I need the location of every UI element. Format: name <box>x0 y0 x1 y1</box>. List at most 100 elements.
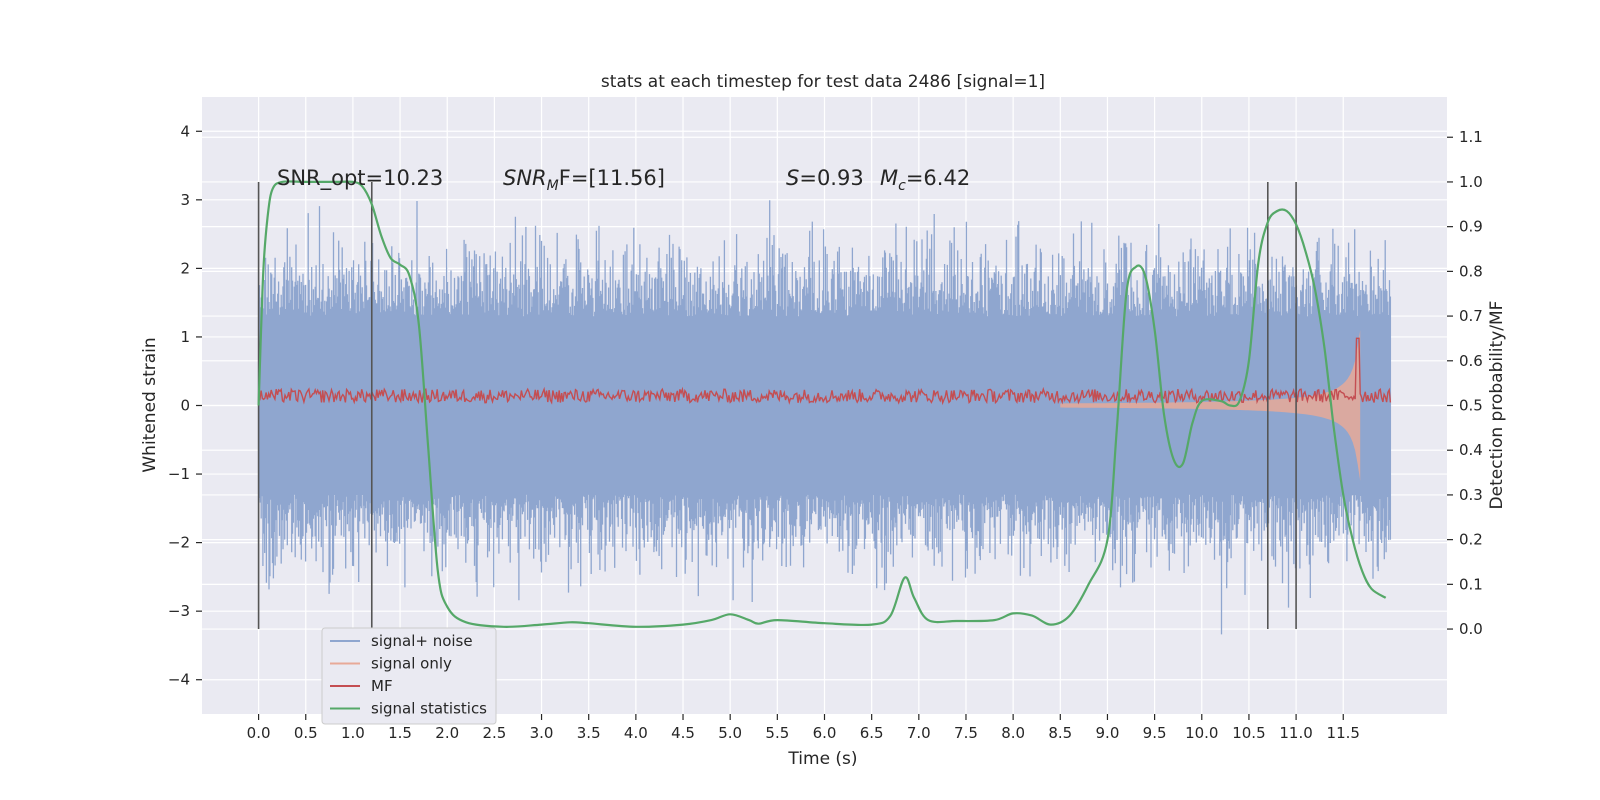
x-tick-label: 6.0 <box>813 724 837 742</box>
y-left-tick-label: 1 <box>180 328 190 346</box>
s-annotation: S=0.93 <box>786 166 864 190</box>
x-tick-label: 2.0 <box>435 724 459 742</box>
chart-title: stats at each timestep for test data 248… <box>601 72 1045 92</box>
snr-opt-annotation: SNR_opt=10.23 <box>277 166 443 191</box>
y-right-tick-label: 0.9 <box>1459 218 1483 236</box>
mc-annotation: Mc=6.42 <box>880 166 970 194</box>
y-right-tick-11: 0.0 <box>1447 620 1483 638</box>
x-tick-19: 9.5 <box>1143 714 1167 742</box>
x-tick-9: 4.5 <box>671 714 695 742</box>
y-axis-left-label: Whitened strain <box>140 337 160 472</box>
y-right-tick-label: 0.8 <box>1459 262 1483 280</box>
y-axis-left-ticks: 4 3 2 1 0 −1 −2 −3 −4 <box>168 122 202 689</box>
signal-statistics-line <box>257 180 1387 628</box>
y-left-tick-2: 2 <box>180 259 202 277</box>
y-left-tick-label: 2 <box>180 259 190 277</box>
y-axis-right-label: Detection probability/MF <box>1487 301 1507 510</box>
y-right-tick-4: 0.7 <box>1447 307 1483 325</box>
signal-only-series <box>1060 330 1361 481</box>
y-right-tick-8: 0.3 <box>1447 486 1483 504</box>
x-tick-11: 5.5 <box>765 714 789 742</box>
mc-base: M <box>880 166 898 190</box>
x-tick-label: 5.5 <box>765 724 789 742</box>
x-tick-label: 1.0 <box>341 724 365 742</box>
y-right-tick-label: 0.6 <box>1459 352 1483 370</box>
y-right-tick-9: 0.2 <box>1447 531 1483 549</box>
x-tick-21: 10.5 <box>1232 714 1266 742</box>
x-tick-12: 6.0 <box>813 714 837 742</box>
s-base: S <box>786 166 799 190</box>
x-tick-label: 0.0 <box>247 724 271 742</box>
y-left-tick-8: −4 <box>168 671 202 689</box>
snr-mf-sub: M <box>547 178 559 194</box>
x-tick-label: 9.0 <box>1096 724 1120 742</box>
y-left-tick-5: −1 <box>168 465 202 483</box>
x-tick-8: 4.0 <box>624 714 648 742</box>
x-tick-label: 5.0 <box>718 724 742 742</box>
snr-mf-annotation: SNRMF=[11.56] <box>503 166 665 194</box>
x-tick-label: 4.0 <box>624 724 648 742</box>
legend-entry-0: signal+ noise <box>330 632 473 650</box>
y-right-tick-label: 0.0 <box>1459 620 1483 638</box>
y-left-tick-label: −1 <box>168 465 190 483</box>
x-tick-17: 8.5 <box>1048 714 1072 742</box>
mc-value: =6.42 <box>906 166 970 190</box>
x-tick-label: 10.5 <box>1232 724 1265 742</box>
legend-label: signal+ noise <box>371 632 473 650</box>
signal-envelope <box>1060 330 1361 481</box>
y-right-tick-0: 1.1 <box>1447 128 1483 146</box>
y-left-tick-1: 3 <box>180 191 202 209</box>
y-right-tick-label: 1.0 <box>1459 173 1483 191</box>
y-left-tick-7: −3 <box>168 602 202 620</box>
x-tick-label: 0.5 <box>294 724 318 742</box>
x-tick-label: 8.0 <box>1001 724 1025 742</box>
y-right-tick-5: 0.6 <box>1447 352 1483 370</box>
y-left-tick-4: 0 <box>180 397 202 415</box>
x-tick-label: 9.5 <box>1143 724 1167 742</box>
y-right-tick-label: 0.5 <box>1459 397 1483 415</box>
snr-mf-value: F=[11.56] <box>559 166 665 190</box>
y-left-tick-label: −2 <box>168 534 190 552</box>
x-tick-label: 1.5 <box>388 724 412 742</box>
signal-statistics-series <box>257 180 1387 628</box>
x-tick-1: 0.5 <box>294 714 318 742</box>
x-tick-label: 11.5 <box>1327 724 1360 742</box>
y-left-tick-label: 3 <box>180 191 190 209</box>
x-tick-18: 9.0 <box>1096 714 1120 742</box>
y-left-tick-6: −2 <box>168 534 202 552</box>
legend-label: MF <box>371 677 393 695</box>
x-tick-label: 11.0 <box>1279 724 1312 742</box>
y-left-tick-label: −4 <box>168 671 190 689</box>
y-right-tick-label: 1.1 <box>1459 128 1483 146</box>
s-value: =0.93 <box>799 166 863 190</box>
y-right-tick-10: 0.1 <box>1447 575 1483 593</box>
x-tick-label: 3.5 <box>577 724 601 742</box>
y-right-tick-label: 0.7 <box>1459 307 1483 325</box>
y-left-tick-label: −3 <box>168 602 190 620</box>
x-axis-label: Time (s) <box>787 749 857 769</box>
y-axis-right-ticks: 1.1 1.0 0.9 0.8 0.7 0.6 0.5 0.4 0.3 0.2 0.1 0.0 <box>1447 128 1483 638</box>
mc-sub: c <box>898 178 906 194</box>
x-tick-label: 8.5 <box>1048 724 1072 742</box>
legend-label: signal only <box>371 655 452 673</box>
y-right-tick-label: 0.3 <box>1459 486 1483 504</box>
x-tick-13: 6.5 <box>860 714 884 742</box>
y-right-tick-7: 0.4 <box>1447 441 1483 459</box>
y-right-tick-3: 0.8 <box>1447 262 1483 280</box>
y-left-tick-0: 4 <box>180 122 202 140</box>
x-tick-16: 8.0 <box>1001 714 1025 742</box>
x-tick-label: 7.5 <box>954 724 978 742</box>
y-left-tick-label: 4 <box>180 122 190 140</box>
y-right-tick-6: 0.5 <box>1447 397 1483 415</box>
y-right-tick-label: 0.4 <box>1459 441 1483 459</box>
x-tick-15: 7.5 <box>954 714 978 742</box>
legend-entry-3: signal statistics <box>330 700 487 718</box>
legend-entry-2: MF <box>330 677 393 695</box>
x-tick-10: 5.0 <box>718 714 742 742</box>
x-tick-14: 7.0 <box>907 714 931 742</box>
x-tick-label: 10.0 <box>1185 724 1218 742</box>
x-tick-label: 4.5 <box>671 724 695 742</box>
plot-area <box>202 97 1447 714</box>
x-tick-20: 10.0 <box>1185 714 1218 742</box>
